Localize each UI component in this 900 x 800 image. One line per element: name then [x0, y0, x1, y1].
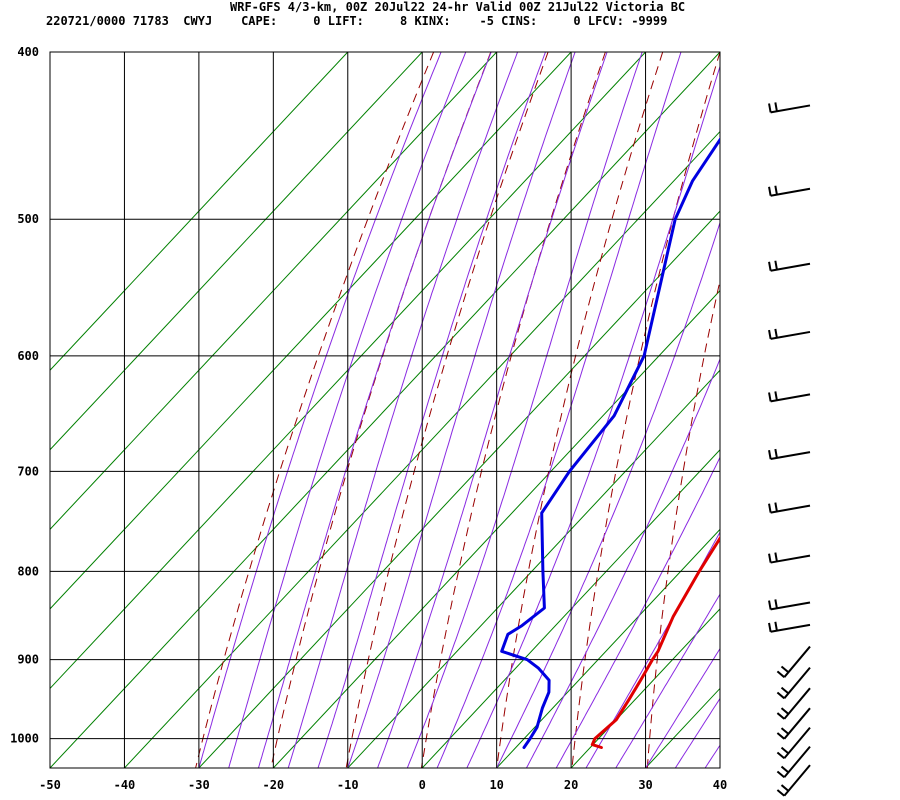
isotherm-line [50, 52, 349, 371]
x-tick-label: -50 [39, 778, 61, 792]
wind-barb [776, 726, 811, 760]
dry-adiabat-line [873, 52, 900, 768]
dry-adiabat-line [420, 52, 606, 768]
y-tick-label: 800 [17, 564, 39, 578]
isotherm-line [50, 52, 572, 610]
wind-barb [776, 645, 811, 678]
wind-barb [776, 707, 811, 740]
dry-adiabat-line [345, 52, 549, 768]
x-tick-label: 10 [489, 778, 503, 792]
wind-barb [768, 102, 811, 114]
x-tick-label: 30 [638, 778, 652, 792]
moist-adiabat-lines [198, 52, 720, 768]
x-tick-label: -30 [188, 778, 210, 792]
sounding-series [500, 136, 720, 749]
temperature-profile-line [590, 535, 720, 749]
tick-labels: -50 -40 -30 -20 -10 0 10 20 30 40 400 500 600 700 800 9… [10, 45, 727, 792]
wind-barb [768, 448, 811, 461]
wind-barb [768, 502, 811, 514]
moist-adiabat-line [704, 744, 720, 768]
isotherm-line [421, 449, 720, 768]
moist-adiabat-line [674, 697, 720, 768]
moist-adiabat-line [645, 647, 720, 768]
moist-adiabat-line [377, 52, 608, 768]
wind-barb [776, 687, 811, 720]
moist-adiabat-line [525, 357, 720, 768]
wind-barb [768, 260, 811, 272]
wind-barb [768, 391, 811, 403]
x-tick-label: 20 [564, 778, 578, 792]
isotherm-line [272, 289, 720, 768]
isotherm-line [347, 369, 720, 768]
isotherm-line [719, 767, 720, 768]
moist-adiabat-line [585, 531, 720, 768]
dry-adiabat-lines [195, 52, 900, 768]
wind-barb [768, 185, 811, 197]
dry-adiabat-line [723, 52, 835, 768]
dry-adiabat-line [571, 52, 720, 768]
y-tick-label: 1000 [10, 732, 39, 746]
chart-title: WRF-GFS 4/3-km, 00Z 20Jul22 24-hr Valid … [230, 0, 686, 14]
moist-adiabat-line [555, 456, 720, 768]
y-tick-label: 700 [17, 464, 39, 478]
grid-lines [49, 51, 721, 769]
y-tick-label: 900 [17, 653, 39, 667]
dry-adiabat-line [798, 52, 892, 768]
moist-adiabat-line [257, 52, 492, 768]
wind-barb [776, 764, 811, 797]
isotherm-line [794, 52, 900, 768]
wind-barb [768, 621, 811, 633]
moist-adiabat-line [198, 52, 442, 768]
isotherm-line [496, 528, 720, 768]
wind-barb [776, 745, 811, 779]
moist-adiabat-line [347, 52, 576, 768]
y-tick-label: 400 [17, 45, 39, 59]
isotherm-line [50, 52, 423, 451]
x-tick-label: -20 [262, 778, 284, 792]
wind-barbs [768, 102, 811, 797]
dewpoint-profile-line [500, 136, 720, 749]
x-tick-label: 0 [419, 778, 426, 792]
isotherm-line [198, 210, 720, 768]
x-tick-label: 40 [713, 778, 727, 792]
moist-adiabat-line [406, 52, 643, 768]
y-tick-label: 500 [17, 212, 39, 226]
x-tick-label: -10 [337, 778, 359, 792]
isotherm-line [645, 687, 720, 768]
isotherm-line [50, 52, 498, 531]
isotherm-line [50, 52, 720, 768]
isotherm-lines [50, 52, 900, 768]
x-tick-label: -40 [114, 778, 136, 792]
moist-adiabat-line [466, 64, 720, 768]
dry-adiabat-line [646, 278, 720, 768]
wind-barb [768, 552, 811, 564]
isotherm-line [570, 608, 720, 768]
wind-barb [776, 667, 811, 700]
dry-adiabat-line [496, 52, 664, 768]
dry-adiabat-line [270, 52, 492, 768]
moist-adiabat-line [228, 52, 467, 768]
wind-barb [768, 599, 811, 611]
station-indices-line: 220721/0000 71783 CWYJ CAPE: 0 LIFT: 8 K… [46, 14, 668, 28]
plot-frame [49, 51, 721, 769]
moist-adiabat-line [436, 52, 682, 768]
y-tick-label: 600 [17, 349, 39, 363]
wind-barb [768, 328, 811, 340]
moist-adiabat-line [496, 221, 720, 768]
moist-adiabat-line [615, 593, 720, 768]
isotherm-line [124, 130, 720, 768]
moist-adiabat-line [317, 52, 546, 768]
moist-adiabat-line [287, 52, 519, 768]
